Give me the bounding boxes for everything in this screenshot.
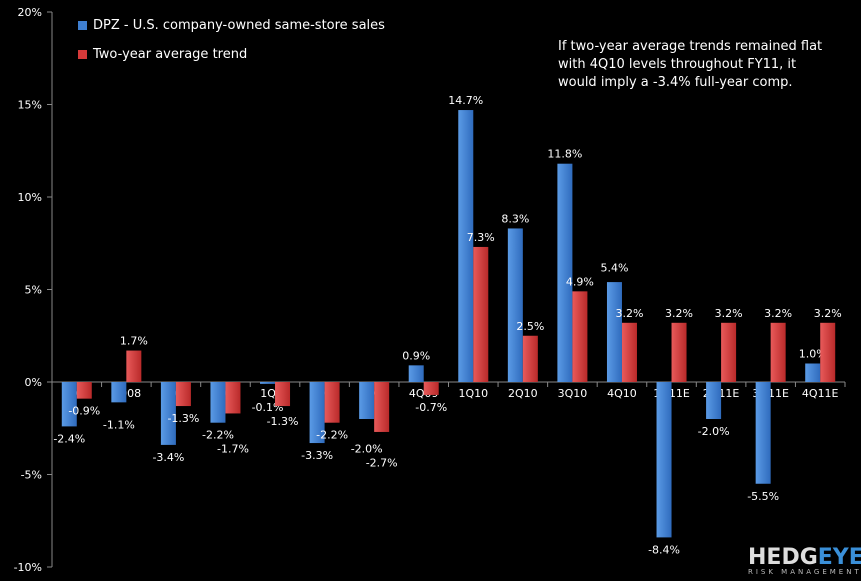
y-tick-label: -5% <box>21 469 42 482</box>
data-label: -3.3% <box>301 449 333 462</box>
data-label: -2.0% <box>351 443 383 456</box>
data-label: -2.2% <box>202 429 234 442</box>
bar-two-year <box>76 382 92 399</box>
data-label: 3.2% <box>665 307 693 320</box>
data-label: 3.2% <box>814 307 842 320</box>
legend-label: Two-year average trend <box>93 47 248 62</box>
data-label: 7.3% <box>467 231 495 244</box>
bar-two-year <box>770 322 786 382</box>
bar-two-year <box>175 382 191 407</box>
bar-two-year <box>572 291 588 382</box>
data-label: -1.7% <box>217 443 249 456</box>
bar-two-year <box>225 382 241 414</box>
bar-two-year <box>374 382 390 432</box>
data-label: 2.5% <box>516 320 544 333</box>
bar-two-year <box>721 322 737 382</box>
bar-two-year <box>126 350 142 382</box>
bar-dpz <box>458 110 474 383</box>
bar-dpz <box>359 382 375 419</box>
y-tick-label: 5% <box>25 284 42 297</box>
logo-tagline: RISK MANAGEMENT <box>748 568 861 576</box>
legend-item-two-year: Two-year average trend <box>78 47 385 62</box>
data-label: -2.4% <box>53 432 85 445</box>
x-tick-label: 1Q10 <box>458 387 488 400</box>
logo-name: HEDG <box>748 545 818 570</box>
annotation: If two-year average trends remained flat… <box>558 39 823 90</box>
bar-two-year <box>671 322 687 382</box>
data-label: 1.0% <box>799 348 827 361</box>
y-tick-label: 10% <box>18 191 42 204</box>
x-tick-label: 4Q10 <box>607 387 637 400</box>
data-label: 5.4% <box>600 261 628 274</box>
bar-two-year <box>621 322 637 382</box>
bar-dpz <box>755 382 771 484</box>
bar-dpz <box>111 382 127 403</box>
y-tick-label: 0% <box>25 376 42 389</box>
data-label: -1.3% <box>167 412 199 425</box>
data-label: 1.7% <box>120 335 148 348</box>
legend-swatch <box>78 50 87 59</box>
data-label: -5.5% <box>747 490 779 503</box>
data-label: -2.2% <box>316 429 348 442</box>
x-tick-label: 4Q11E <box>802 387 839 400</box>
bar-dpz <box>260 382 276 384</box>
y-tick-label: 15% <box>18 99 42 112</box>
legend-swatch <box>78 21 87 30</box>
bar-two-year <box>275 382 291 407</box>
bar-dpz <box>309 382 325 444</box>
bar-dpz <box>706 382 722 419</box>
data-label: -8.4% <box>648 543 680 556</box>
bar-dpz <box>160 382 176 445</box>
data-label: 3.2% <box>715 307 743 320</box>
y-tick-label: -10% <box>14 561 42 574</box>
legend-item-dpz: DPZ - U.S. company-owned same-store sale… <box>78 18 385 33</box>
bar-dpz <box>507 228 523 382</box>
data-label: -1.3% <box>267 415 299 428</box>
bar-two-year <box>423 382 439 395</box>
data-label: 0.9% <box>402 349 430 362</box>
data-label: -0.9% <box>68 405 100 418</box>
bar-dpz <box>61 382 77 427</box>
bar-two-year <box>522 335 538 382</box>
bar-dpz <box>606 282 622 382</box>
bar-dpz <box>805 363 821 382</box>
data-label: 3.2% <box>615 307 643 320</box>
bar-dpz <box>408 365 424 382</box>
bar-dpz <box>557 163 573 382</box>
bar-dpz <box>210 382 226 423</box>
data-label: -0.7% <box>415 401 447 414</box>
legend: DPZ - U.S. company-owned same-store sale… <box>78 18 385 76</box>
data-label: 3.2% <box>764 307 792 320</box>
data-label: 11.8% <box>547 148 582 161</box>
legend-label: DPZ - U.S. company-owned same-store sale… <box>93 18 385 33</box>
y-tick-label: 20% <box>18 6 42 19</box>
data-label: -2.7% <box>366 457 398 470</box>
logo-accent: EYE <box>817 545 861 570</box>
x-tick-label: 3Q10 <box>558 387 588 400</box>
x-tick-label: 2Q10 <box>508 387 538 400</box>
data-label: -1.1% <box>103 419 135 432</box>
data-label: 14.7% <box>448 94 483 107</box>
data-label: 4.9% <box>566 275 594 288</box>
bar-two-year <box>324 382 340 423</box>
bar-dpz <box>656 382 672 538</box>
data-label: 8.3% <box>501 212 529 225</box>
data-label: -3.4% <box>152 451 184 464</box>
bar-two-year <box>473 246 489 382</box>
bar-two-year <box>820 322 836 382</box>
data-label: -2.0% <box>698 425 730 438</box>
hedgeye-logo: HEDGEYE RISK MANAGEMENT <box>748 545 861 577</box>
